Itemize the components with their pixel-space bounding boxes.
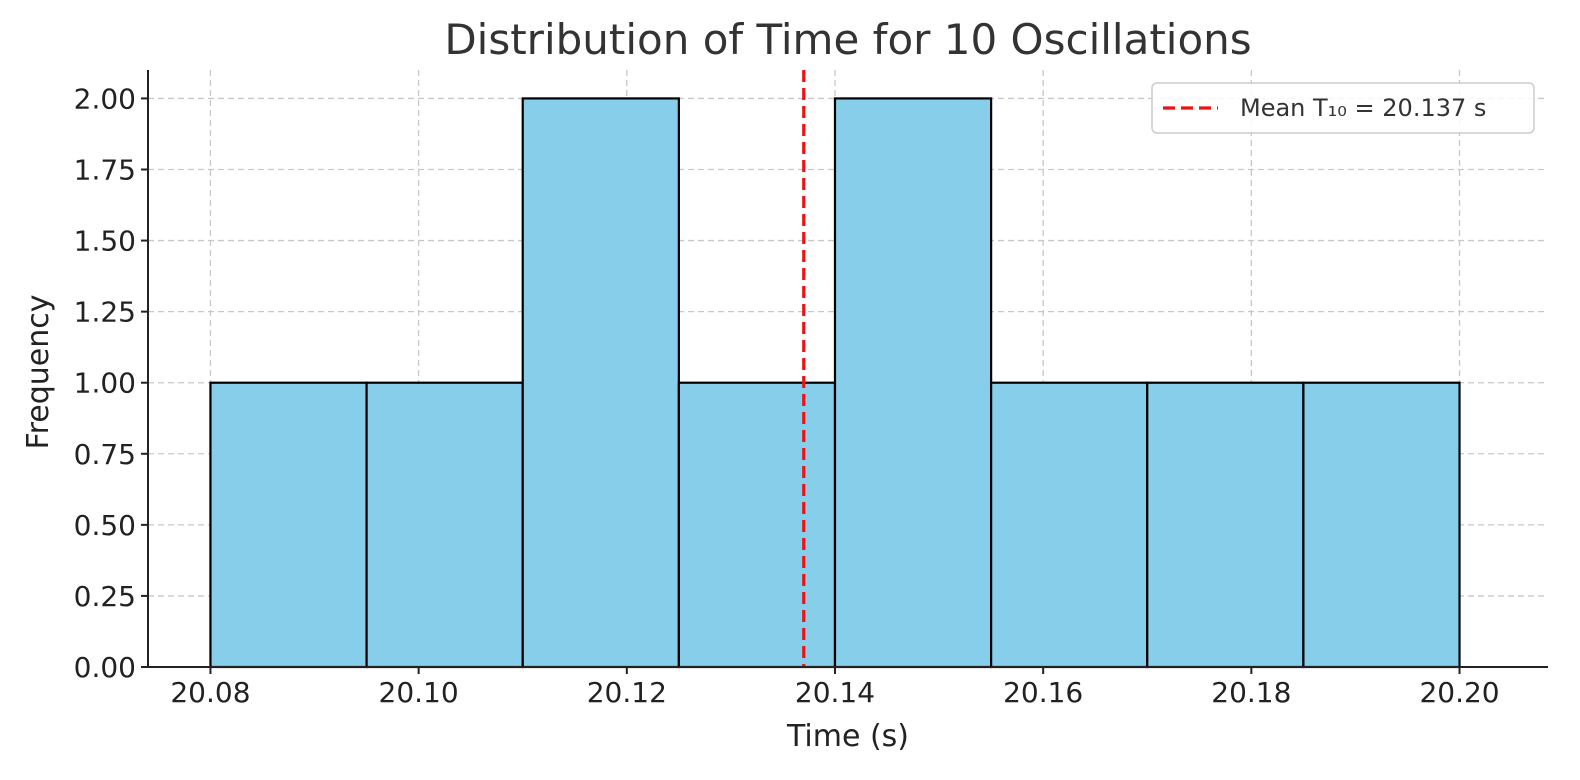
histogram-bar bbox=[1302, 381, 1461, 669]
histogram-bars bbox=[209, 97, 1461, 669]
histogram-bar bbox=[521, 97, 680, 669]
x-tick-label: 20.16 bbox=[1003, 676, 1083, 709]
y-tick-label: 0.75 bbox=[74, 438, 136, 471]
x-axis-label: Time (s) bbox=[786, 719, 909, 754]
histogram-bar bbox=[209, 381, 368, 669]
x-tick-label: 20.20 bbox=[1419, 676, 1499, 709]
histogram-bar bbox=[1146, 381, 1305, 669]
legend-box bbox=[1151, 82, 1535, 134]
legend: Mean T₁₀ = 20.137 s bbox=[1151, 82, 1535, 134]
x-tick-label: 20.10 bbox=[379, 676, 459, 709]
legend-mean-label: Mean T₁₀ = 20.137 s bbox=[1240, 94, 1486, 122]
y-axis-label: Frequency bbox=[21, 295, 56, 450]
chart-title: Distribution of Time for 10 Oscillations bbox=[444, 15, 1251, 64]
y-tick-label: 2.00 bbox=[74, 82, 136, 115]
y-tick-label: 1.75 bbox=[74, 154, 136, 187]
histogram-bar bbox=[990, 381, 1149, 669]
histogram-bar bbox=[833, 97, 993, 669]
y-tick-label: 0.50 bbox=[74, 509, 136, 542]
y-tick-label: 1.50 bbox=[74, 225, 136, 258]
x-tick-label: 20.12 bbox=[587, 676, 667, 709]
x-ticks: 20.08 20.10 20.12 20.14 20.16 20.18 20.20 bbox=[170, 667, 1500, 709]
y-tick-label: 0.25 bbox=[74, 580, 136, 613]
x-tick-label: 20.08 bbox=[170, 676, 250, 709]
y-ticks: 0.00 0.25 0.50 0.75 1.00 1.25 1.50 1.75 2.00 bbox=[74, 82, 148, 684]
x-tick-label: 20.18 bbox=[1211, 676, 1291, 709]
y-tick-label: 1.25 bbox=[74, 296, 136, 329]
y-tick-label: 1.00 bbox=[74, 367, 136, 400]
y-tick-label: 0.00 bbox=[74, 651, 136, 684]
histogram-bar bbox=[365, 381, 524, 669]
x-tick-label: 20.14 bbox=[795, 676, 875, 709]
histogram-bar bbox=[677, 381, 837, 669]
